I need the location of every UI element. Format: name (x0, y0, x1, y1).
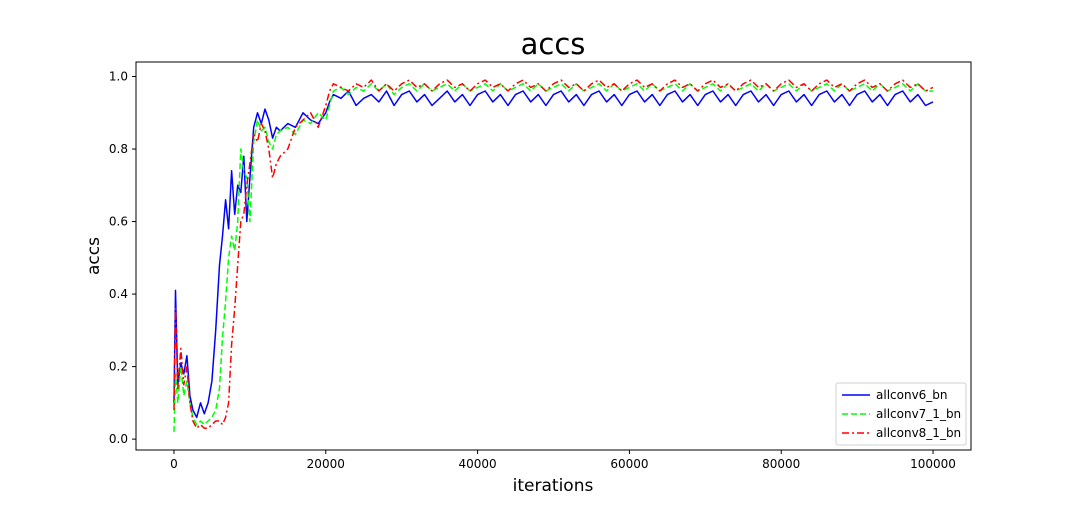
chart-title: accs (521, 27, 586, 61)
series-line-allconv6_bn (173, 90, 934, 419)
y-tick-label: 0.6 (109, 215, 128, 229)
y-axis: 0.0 0.2 0.4 0.6 0.8 1.0 (109, 70, 136, 446)
legend-label-allconv7_1_bn: allconv7_1_bn (876, 407, 961, 421)
x-tick-label: 80000 (762, 457, 800, 471)
y-tick-label: 1.0 (109, 70, 128, 84)
y-tick-label: 0.4 (109, 287, 128, 301)
plot-area (135, 61, 972, 451)
legend-label-allconv6_bn: allconv6_bn (876, 388, 948, 402)
x-tick-label: 20000 (307, 457, 345, 471)
x-axis-label: iterations (513, 476, 594, 496)
x-tick-label: 0 (170, 457, 178, 471)
y-tick-label: 0.0 (109, 432, 128, 446)
x-tick-label: 60000 (610, 457, 648, 471)
x-tick-label: 100000 (910, 457, 956, 471)
series-line-allconv7_1_bn (173, 83, 933, 432)
y-tick-label: 0.2 (109, 360, 128, 374)
legend-label-allconv8_1_bn: allconv8_1_bn (876, 426, 961, 440)
y-axis-label: accs (84, 237, 104, 275)
y-tick-label: 0.8 (109, 142, 128, 156)
legend: allconv6_bn allconv7_1_bn allconv8_1_bn (835, 382, 967, 446)
plot-frame (135, 61, 972, 451)
series-line-allconv8_1_bn (173, 79, 934, 429)
legend-box (835, 382, 967, 446)
x-axis: 0 20000 40000 60000 80000 100000 (170, 450, 956, 471)
x-tick-label: 40000 (458, 457, 496, 471)
